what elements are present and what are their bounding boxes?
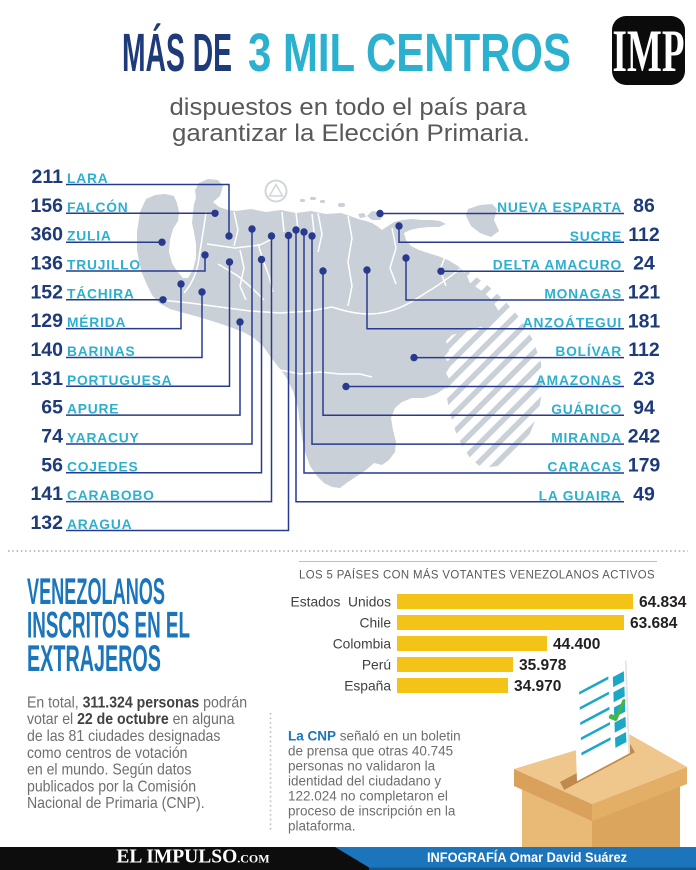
svg-text:España: España (344, 679, 391, 694)
svg-text:AMAZONAS: AMAZONAS (536, 373, 622, 388)
svg-text:dispuestos en todo el país par: dispuestos en todo el país para (170, 94, 528, 121)
svg-text:211: 211 (32, 166, 64, 188)
svg-text:votar el 22 de octubre en algu: votar el 22 de octubre en alguna (27, 712, 235, 729)
svg-text:COJEDES: COJEDES (67, 459, 139, 474)
svg-text:64.834: 64.834 (639, 594, 687, 611)
svg-text:140: 140 (30, 339, 63, 361)
svg-text:como centros de votación: como centros de votación (27, 745, 188, 762)
svg-text:NUEVA ESPARTA: NUEVA ESPARTA (497, 200, 622, 215)
svg-text:La CNP señaló en un boletin: La CNP señaló en un boletin (288, 729, 461, 744)
svg-text:Nacional de Primaria (CNP).: Nacional de Primaria (CNP). (27, 796, 205, 813)
svg-text:en el mundo. Según datos: en el mundo. Según datos (27, 762, 191, 779)
svg-text:24: 24 (633, 253, 655, 275)
svg-text:132: 132 (30, 512, 63, 534)
svg-text:3 MIL CENTROS: 3 MIL CENTROS (248, 23, 571, 83)
svg-text:IMP: IMP (613, 18, 685, 84)
svg-text:garantizar la Elección Primari: garantizar la Elección Primaria. (172, 120, 530, 147)
svg-text:TRUJILLO: TRUJILLO (67, 258, 141, 273)
svg-text:Colombia: Colombia (333, 637, 392, 652)
svg-text:86: 86 (633, 195, 655, 217)
svg-text:personas no validaron la: personas no validaron la (288, 759, 436, 774)
svg-text:BARINAS: BARINAS (67, 344, 135, 359)
svg-text:181: 181 (628, 310, 661, 332)
svg-text:CARABOBO: CARABOBO (67, 488, 155, 503)
svg-text:EXTRAJEROS: EXTRAJEROS (27, 638, 161, 679)
svg-text:EL IMPULSO.COM: EL IMPULSO.COM (116, 847, 269, 868)
svg-text:63.684: 63.684 (630, 615, 678, 632)
svg-text:112: 112 (628, 339, 660, 361)
svg-text:SUCRE: SUCRE (570, 229, 622, 244)
svg-text:FALCÓN: FALCÓN (67, 198, 129, 215)
svg-text:122.024 no completaron el: 122.024 no completaron el (288, 789, 448, 804)
svg-text:156: 156 (30, 195, 63, 217)
svg-text:PORTUGUESA: PORTUGUESA (67, 373, 172, 388)
svg-text:179: 179 (628, 455, 661, 477)
svg-text:LARA: LARA (67, 171, 109, 186)
svg-text:LOS 5 PAÍSES CON MÁS VOTANTES: LOS 5 PAÍSES CON MÁS VOTANTES VENEZOLANO… (299, 568, 655, 582)
svg-text:GUÁRICO: GUÁRICO (551, 401, 622, 417)
svg-text:141: 141 (30, 483, 63, 505)
svg-text:LA GUAIRA: LA GUAIRA (539, 488, 622, 503)
svg-text:56: 56 (41, 454, 63, 476)
svg-text:proceso de inscripción en la: proceso de inscripción en la (288, 804, 456, 819)
svg-text:MÁS DE: MÁS DE (122, 23, 232, 83)
svg-text:121: 121 (628, 282, 661, 304)
svg-text:129: 129 (30, 310, 63, 332)
svg-text:ZULIA: ZULIA (67, 229, 112, 244)
svg-text:MIRANDA: MIRANDA (551, 431, 622, 446)
svg-text:INFOGRAFÍA Omar David Suárez: INFOGRAFÍA Omar David Suárez (427, 849, 627, 865)
svg-text:23: 23 (633, 368, 655, 390)
svg-text:34.970: 34.970 (514, 678, 561, 695)
svg-text:360: 360 (30, 224, 63, 246)
svg-text:ANZOÁTEGUI: ANZOÁTEGUI (523, 314, 622, 330)
svg-text:plataforma.: plataforma. (288, 819, 356, 834)
svg-text:65: 65 (41, 397, 63, 419)
svg-text:VENEZOLANOS: VENEZOLANOS (27, 571, 165, 612)
svg-text:Chile: Chile (360, 616, 392, 631)
svg-text:242: 242 (628, 426, 661, 448)
svg-text:de prensa que otras 40.745: de prensa que otras 40.745 (288, 744, 453, 759)
svg-text:94: 94 (633, 397, 655, 419)
svg-text:INSCRITOS EN EL: INSCRITOS EN EL (27, 605, 190, 646)
svg-text:136: 136 (30, 253, 63, 275)
svg-text:identidad del ciudadano y: identidad del ciudadano y (288, 774, 441, 789)
svg-text:Estados Unidos: Estados Unidos (291, 595, 392, 610)
svg-text:publicados por la Comisión: publicados por la Comisión (27, 779, 196, 796)
svg-text:152: 152 (30, 281, 63, 303)
svg-text:Perú: Perú (362, 658, 391, 673)
svg-text:44.400: 44.400 (553, 636, 600, 653)
svg-text:APURE: APURE (67, 402, 119, 417)
svg-text:MÉRIDA: MÉRIDA (67, 314, 126, 330)
svg-text:CARACAS: CARACAS (547, 460, 622, 475)
svg-text:YARACUY: YARACUY (67, 431, 140, 446)
svg-text:En total, 311.324 personas pod: En total, 311.324 personas podrán (27, 695, 247, 712)
svg-text:74: 74 (41, 426, 63, 448)
svg-text:BOLÍVAR: BOLÍVAR (555, 343, 622, 359)
svg-text:TÁCHIRA: TÁCHIRA (67, 285, 135, 301)
svg-text:ARAGUA: ARAGUA (67, 517, 132, 532)
svg-text:MONAGAS: MONAGAS (544, 287, 622, 302)
svg-text:de las 81 ciudades designadas: de las 81 ciudades designadas (27, 728, 220, 745)
svg-text:35.978: 35.978 (519, 657, 567, 674)
svg-text:131: 131 (30, 368, 63, 390)
svg-text:112: 112 (628, 224, 660, 246)
svg-text:DELTA AMACURO: DELTA AMACURO (493, 258, 622, 273)
svg-text:49: 49 (633, 483, 655, 505)
